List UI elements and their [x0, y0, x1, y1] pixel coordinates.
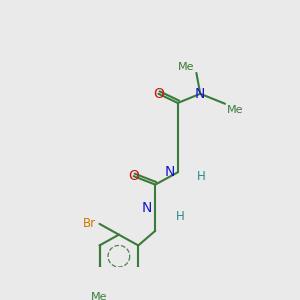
- Text: O: O: [153, 87, 164, 101]
- Text: Me: Me: [226, 104, 243, 115]
- Text: Br: Br: [83, 218, 96, 230]
- Text: Me: Me: [178, 62, 195, 72]
- Text: N: N: [142, 201, 152, 215]
- Text: H: H: [176, 211, 184, 224]
- Text: N: N: [164, 165, 175, 179]
- Text: Me: Me: [91, 292, 108, 300]
- Text: H: H: [196, 170, 205, 183]
- Text: O: O: [128, 169, 139, 183]
- Text: N: N: [195, 87, 206, 101]
